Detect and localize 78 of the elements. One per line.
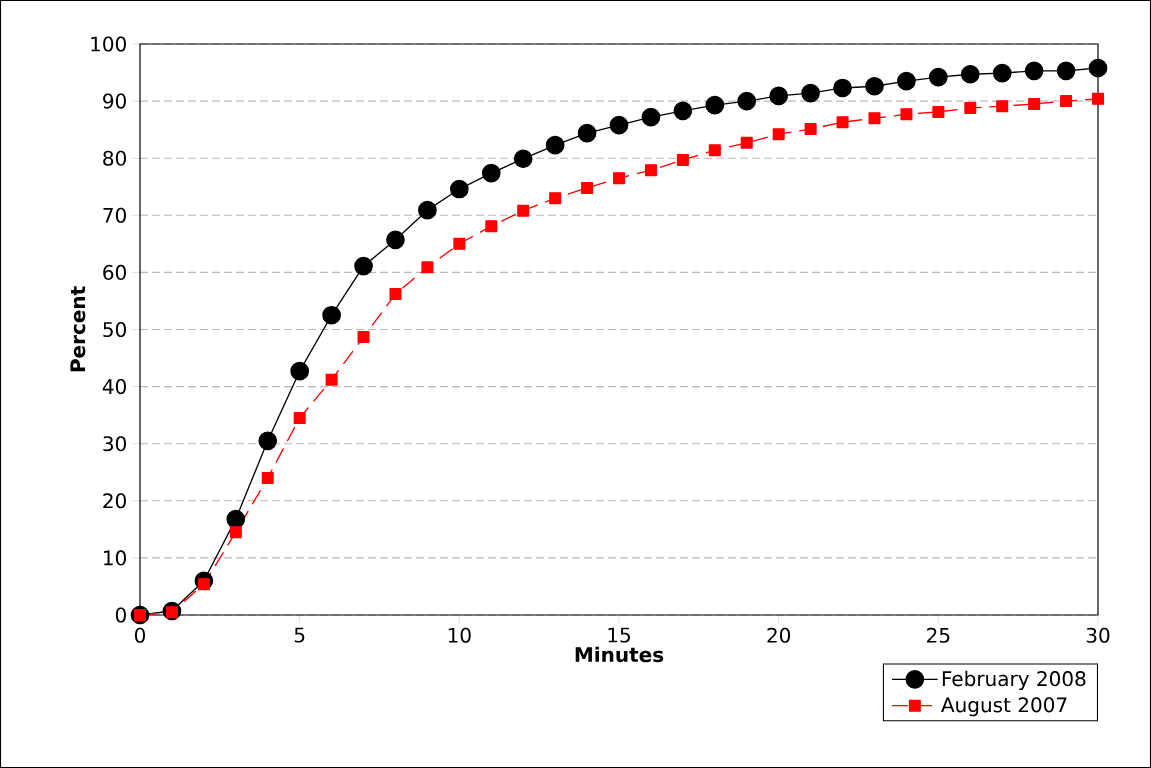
y-tick-label: 70 (103, 207, 126, 223)
x-axis-title: Minutes (575, 646, 664, 663)
point (421, 261, 434, 274)
point (513, 149, 533, 169)
x-tick-label: 25 (927, 627, 950, 643)
point (258, 431, 278, 451)
point (932, 105, 945, 118)
point (705, 95, 725, 115)
point (386, 230, 405, 250)
point (357, 330, 370, 343)
y-tick-label: 100 (91, 36, 126, 52)
point (1088, 58, 1108, 78)
point (804, 123, 817, 136)
point (322, 305, 341, 325)
point (354, 256, 373, 276)
point (389, 288, 402, 301)
y-tick-label: 10 (104, 550, 126, 566)
point (1060, 95, 1073, 108)
point (1056, 61, 1076, 81)
y-axis-title: Percent (70, 286, 86, 372)
point (801, 83, 820, 103)
point (992, 63, 1012, 83)
point (929, 67, 948, 87)
legend-label: February 2008 (942, 670, 1086, 691)
y-tick-label: 40 (102, 379, 126, 395)
point (740, 136, 753, 149)
point (261, 471, 274, 484)
point (644, 164, 657, 177)
y-tick-label: 60 (103, 264, 126, 280)
point (517, 204, 530, 217)
x-tick-label: 20 (767, 627, 791, 643)
point (960, 64, 980, 84)
point (1028, 97, 1041, 110)
point (900, 108, 913, 121)
point (453, 237, 466, 250)
point (772, 128, 785, 141)
y-tick-label: 30 (103, 436, 126, 452)
point (418, 200, 437, 220)
point (868, 112, 881, 125)
point (577, 123, 597, 143)
point (833, 78, 852, 98)
point (545, 135, 565, 155)
point (481, 163, 501, 183)
point (737, 91, 757, 111)
point (865, 76, 884, 96)
point (609, 115, 629, 135)
y-tick-label: 20 (103, 493, 126, 509)
point (676, 153, 689, 166)
legend-label: August 2007 (941, 697, 1067, 717)
x-tick-label: 15 (608, 627, 630, 643)
y-tick-label: 90 (103, 93, 126, 109)
point (229, 526, 242, 539)
point (769, 86, 789, 106)
point (450, 179, 469, 199)
point (964, 101, 977, 114)
point (1092, 92, 1105, 105)
x-tick-label: 10 (448, 627, 471, 643)
point (708, 144, 721, 157)
point (613, 172, 626, 185)
point (549, 192, 562, 205)
x-tick-label: 5 (294, 627, 305, 643)
point (290, 361, 310, 381)
y-tick-label: 50 (103, 321, 126, 338)
point (581, 181, 594, 194)
x-tick-label: 30 (1086, 627, 1110, 643)
point (641, 107, 661, 127)
y-tick-label: 0 (115, 607, 126, 623)
x-tick-label: 0 (134, 627, 146, 643)
point (673, 101, 693, 121)
point (836, 116, 849, 129)
point (485, 220, 498, 233)
point (226, 509, 246, 529)
y-tick-label: 80 (103, 150, 126, 166)
point (1024, 61, 1044, 81)
point (325, 373, 338, 386)
point (996, 100, 1009, 113)
point (293, 412, 306, 425)
point (897, 71, 916, 91)
